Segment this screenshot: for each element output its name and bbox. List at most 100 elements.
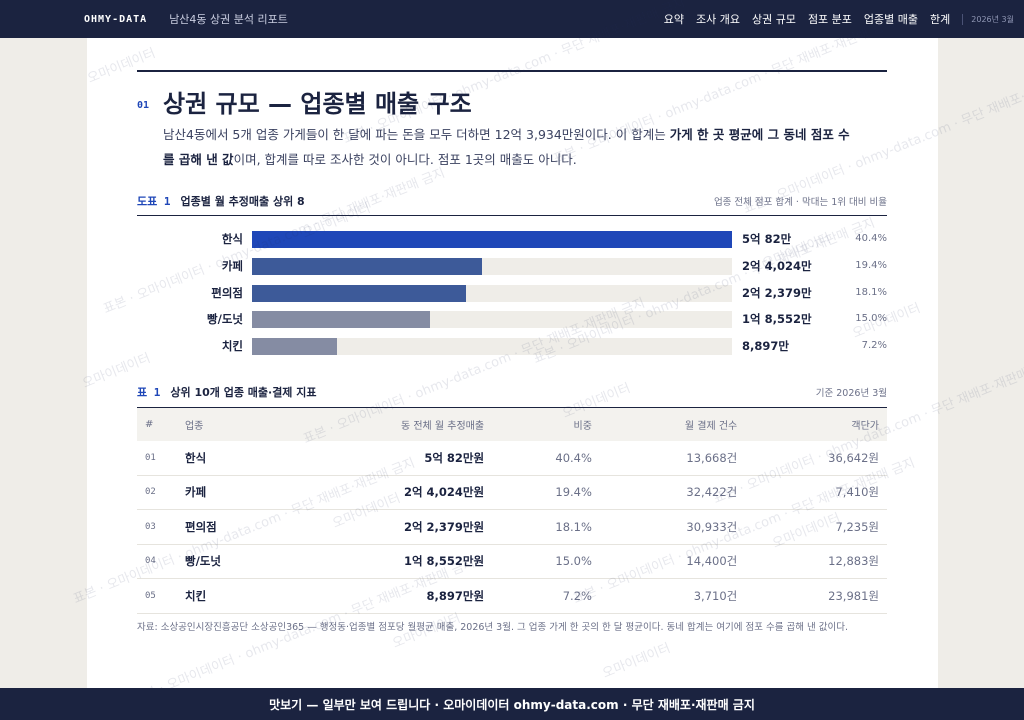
value-label: 5억 82만 [742,232,792,246]
nav: 요약 조사 개요 상권 규모 점포 분포 업종별 매출 한계 2026년 3월 [664,11,1024,27]
report-subtitle: 남산4동 상권 분석 리포트 [169,13,288,26]
table-row: 02 카페 2억 4,024만원 19.4% 32,422건 7,410원 [137,475,887,510]
header-row: # 업종 동 전체 월 추정매출 비중 월 결제 건수 객단가 [137,407,887,441]
table-cell: 카페 [183,475,274,510]
value-label: 2억 2,379만 [742,285,812,300]
bar [252,231,732,248]
figure-caption: 도표 1 업종별 월 추정매출 상위 8 [137,193,305,209]
table-cell: 04 [137,544,184,579]
brand[interactable]: OHMY-DATA [84,13,148,25]
bar [252,311,430,329]
table-cell: 02 [137,475,184,510]
table-cell: 빵/도넛 [183,544,274,579]
category-label: 빵/도넛 [207,312,243,327]
figure-title: 업종별 월 추정매출 상위 8 [180,195,305,208]
bar [252,257,483,275]
table-row: 01 한식 5억 82만원 40.4% 13,668건 36,642원 [137,440,887,476]
bar-track [252,257,732,275]
footer-bar: 맛보기 — 일부만 보여 드립니다 · 오마이데이터 ohmy-data.com… [0,688,1024,720]
table-title: 상위 10개 업종 매출·결제 지표 [170,386,317,399]
section-rule [137,70,887,72]
bar-track [252,284,732,302]
section-title: 상권 규모 — 업종별 매출 구조 [163,90,472,118]
table-row: 05 치킨 8,897만원 7.2% 3,710건 23,981원 [137,578,887,614]
column-header: 비중 [492,407,600,441]
category-label: 카페 [221,258,243,273]
section-paragraph: 남산4동에서 5개 업종 가게들이 한 달에 파는 돈을 모두 더하면 12억 … [163,122,853,172]
value-label: 2억 4,024만 [742,258,812,273]
table-cell: 편의점 [183,509,274,545]
table-cell: 한식 [183,440,274,476]
table-cell: 1억 8,552만원 [273,544,493,579]
table-cell: 7.2% [492,578,600,614]
nav-item[interactable]: 한계 [930,13,951,26]
table-cell: 30,933건 [599,509,746,545]
table-cell: 7,410원 [745,475,887,510]
table-cell: 40.4% [492,440,600,476]
table-cell: 15.0% [492,544,600,579]
section-number: 01 [137,100,150,111]
category-label: 한식 [221,232,243,246]
top-bar: OHMY-DATA 남산4동 상권 분석 리포트 요약 조사 개요 상권 규모 점포 … [0,0,1024,38]
table-row: 03 편의점 2억 2,379만원 18.1% 30,933건 7,235원 [137,509,887,545]
nav-item[interactable]: 요약 [663,13,684,26]
column-header: 업종 [183,407,274,441]
category-label: 편의점 [211,285,243,300]
table-caption: 표 1 상위 10개 업종 매출·결제 지표 [137,384,317,400]
table-cell: 8,897만원 [273,578,493,614]
nav-item[interactable]: 상권 규모 [751,13,796,26]
table-cell: 19.4% [492,475,600,510]
table-cell: 23,981원 [745,578,887,614]
share-label: 19.4% [855,259,887,271]
source-note: 자료: 소상공인시장진흥공단 소상공인365 — 행정동·업종별 점포당 월평균… [137,622,849,633]
figure-rule [137,215,887,216]
table-cell: 03 [137,509,184,545]
share-label: 40.4% [855,233,887,244]
figure-label: 도표 1 [137,195,171,208]
category-label: 치킨 [221,339,243,354]
bar-track [252,311,732,329]
table-cell: 3,710건 [599,578,746,614]
table-row: 04 빵/도넛 1억 8,552만원 15.0% 14,400건 12,883원 [137,544,887,579]
table-label: 표 1 [137,386,161,399]
text: 남산4동에서 5개 업종 가게들이 한 달에 파는 돈을 모두 더하면 12억 … [163,127,670,142]
share-label: 18.1% [855,286,887,298]
footer-text: 맛보기 — 일부만 보여 드립니다 · 오마이데이터 ohmy-data.com… [269,697,755,712]
nav-item[interactable]: 점포 분포 [807,13,852,26]
table-cell: 18.1% [492,509,600,545]
table-cell: 치킨 [183,578,274,614]
table-cell: 5억 82만원 [273,440,493,476]
text: 이며, 합계를 따로 조사한 것이 아니다. 점포 1곳의 매출도 아니다. [233,152,577,167]
figure-note: 업종 전체 점포 합계 · 막대는 1위 대비 비율 [713,197,887,208]
table-cell: 12,883원 [745,544,887,579]
table-cell: 05 [137,578,184,614]
column-header: # [137,407,184,441]
table-cell: 14,400건 [599,544,746,579]
table-note: 기준 2026년 3월 [815,388,887,399]
table-body: 01 한식 5억 82만원 40.4% 13,668건 36,642원 02 카페 2억 4,0… [137,440,887,614]
column-header: 객단가 [745,407,887,441]
table-cell: 2억 4,024만원 [273,475,493,510]
bar [252,338,338,356]
column-header: 동 전체 월 추정매출 [273,407,493,441]
emphasis: 가게 한 곳 평균에 그 동네 점포 수를 곱해 낸 값 [163,127,850,167]
table-cell: 2억 2,379만원 [273,509,493,545]
table-cell: 7,235원 [745,509,887,545]
table: # 업종 동 전체 월 추정매출 비중 월 결제 건수 객단가 01 한식 5억 82만원 40.… [137,407,887,614]
share-label: 7.2% [861,340,887,352]
nav-item[interactable]: 조사 개요 [695,13,740,26]
bar-track [252,338,732,356]
share-label: 15.0% [855,313,887,325]
bar [252,284,467,302]
table-cell: 32,422건 [599,475,746,510]
nav-item[interactable]: 업종별 매출 [863,13,919,26]
table-cell: 36,642원 [745,440,887,476]
value-label: 1억 8,552만 [742,312,812,327]
table-cell: 13,668건 [599,440,746,476]
bar-track [252,231,732,248]
value-label: 8,897만 [742,339,789,354]
column-header: 월 결제 건수 [599,407,746,441]
table-cell: 01 [137,440,184,476]
